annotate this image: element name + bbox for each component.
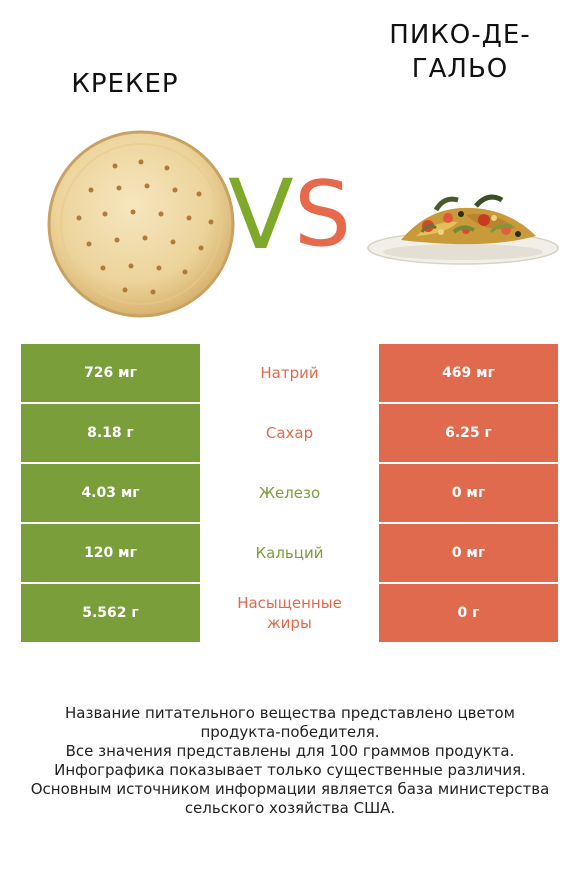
nutrient-name-line-2: жиры xyxy=(267,614,312,632)
comparison-table: 726 мг Натрий 469 мг 8.18 г Сахар 6.25 г… xyxy=(21,344,558,644)
right-title-line-1: ПИКО-ДЕ- xyxy=(389,20,531,50)
footnote-line: Основным источником информации является … xyxy=(30,780,550,798)
right-product-title: ПИКО-ДЕ- ГАЛЬО xyxy=(360,18,560,86)
table-row-calcium: 120 мг Кальций 0 мг xyxy=(21,524,558,582)
footnote-line: Название питательного вещества представл… xyxy=(65,704,515,722)
right-value: 6.25 г xyxy=(379,404,558,462)
table-row-sugar: 8.18 г Сахар 6.25 г xyxy=(21,404,558,462)
table-row-saturated-fat: 5.562 г Насыщенные жиры 0 г xyxy=(21,584,558,642)
footnote-line: продукта-победителя. xyxy=(200,723,380,741)
table-row-iron: 4.03 мг Железо 0 мг xyxy=(21,464,558,522)
right-value: 0 мг xyxy=(379,464,558,522)
footnote-line: Инфографика показывает только существенн… xyxy=(54,761,526,779)
footnote: Название питательного вещества представл… xyxy=(20,704,560,818)
cracker-image xyxy=(47,130,235,318)
table-row-sodium: 726 мг Натрий 469 мг xyxy=(21,344,558,402)
left-value: 726 мг xyxy=(21,344,200,402)
vs-letter-v: V xyxy=(228,159,294,271)
nutrient-name: Сахар xyxy=(200,404,379,462)
right-value: 0 г xyxy=(379,584,558,642)
nutrient-name: Железо xyxy=(200,464,379,522)
footnote-line: сельского хозяйства США. xyxy=(184,799,396,817)
footnote-line: Все значения представлены для 100 граммо… xyxy=(65,742,515,760)
right-value: 0 мг xyxy=(379,524,558,582)
nutrient-name-line-1: Насыщенные xyxy=(237,594,342,612)
left-value: 120 мг xyxy=(21,524,200,582)
right-value: 469 мг xyxy=(379,344,558,402)
nutrient-name: Кальций xyxy=(200,524,379,582)
nutrient-name: Насыщенные жиры xyxy=(200,584,379,642)
left-value: 5.562 г xyxy=(21,584,200,642)
left-value: 4.03 мг xyxy=(21,464,200,522)
left-product-title: КРЕКЕР xyxy=(71,69,179,100)
right-title-line-2: ГАЛЬО xyxy=(411,54,509,84)
nutrient-name: Натрий xyxy=(200,344,379,402)
pico-de-gallo-image xyxy=(367,194,559,265)
left-value: 8.18 г xyxy=(21,404,200,462)
vs-letter-s: S xyxy=(294,162,352,267)
